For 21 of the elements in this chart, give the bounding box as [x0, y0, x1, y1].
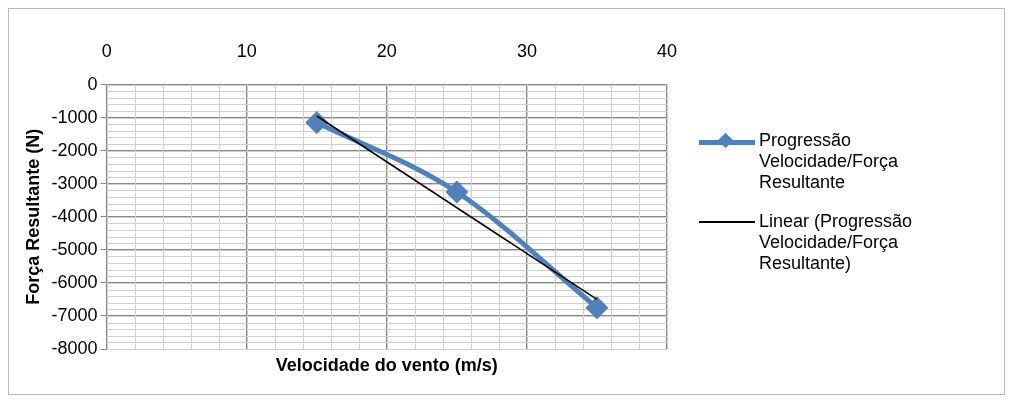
legend-label: Linear (Progressão Velocidade/Força Resultante) [759, 210, 914, 274]
y-axis-title: Força Resultante (N) [22, 128, 43, 305]
y-tick-label: 0 [87, 73, 98, 94]
point [586, 297, 608, 319]
point [446, 181, 468, 203]
y-tick-label: -7000 [51, 304, 98, 325]
x-axis-title: Velocidade do vento (m/s) [275, 354, 498, 375]
y-tick-label: -8000 [51, 337, 98, 358]
y-tick-label: -6000 [51, 271, 98, 292]
y-tick-label: -2000 [51, 139, 98, 160]
x-tick-label: 20 [376, 40, 397, 61]
y-tick-label: -1000 [51, 106, 98, 127]
y-tick-label: -5000 [51, 238, 98, 259]
x-tick-label: 0 [101, 40, 112, 61]
y-tick-label: -4000 [51, 205, 98, 226]
x-tick-label: 10 [236, 40, 257, 61]
legend-label: Progressão Velocidade/Força Resultante [759, 129, 900, 193]
y-tick-label: -3000 [51, 172, 98, 193]
point [306, 112, 328, 134]
x-tick-label: 40 [656, 40, 677, 61]
x-tick-label: 30 [516, 40, 537, 61]
